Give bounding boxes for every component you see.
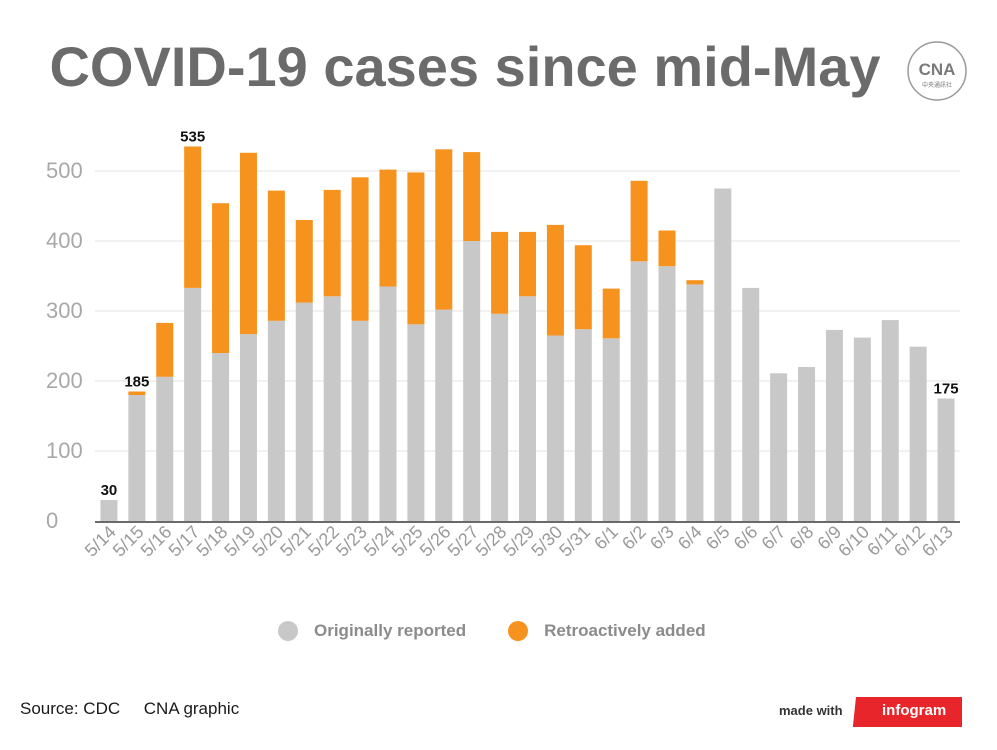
source-text: Source: CDC xyxy=(20,699,121,718)
bar-originally xyxy=(295,302,313,521)
bar-originally xyxy=(546,335,564,521)
bar-originally xyxy=(379,286,397,521)
bar-originally xyxy=(909,346,927,521)
y-tick-label: 300 xyxy=(46,298,83,323)
y-tick-label: 0 xyxy=(46,508,58,533)
bar-originally xyxy=(686,284,704,521)
legend-item-originally[interactable]: Originally reported xyxy=(278,621,466,641)
source-note: Source: CDC CNA graphic xyxy=(20,699,239,719)
graphic-credit: CNA graphic xyxy=(143,699,240,718)
bar-originally xyxy=(351,320,369,521)
logo-subtext: 中央通訊社 xyxy=(922,81,952,89)
x-tick-label: 6/7 xyxy=(758,522,790,554)
bar-originally xyxy=(519,296,536,521)
bar-retro xyxy=(379,169,397,287)
legend: Originally reported Retroactively added xyxy=(278,618,748,644)
bar-originally xyxy=(128,395,146,521)
bar-originally xyxy=(714,188,732,521)
bar-retro xyxy=(546,224,564,336)
bar-retro xyxy=(267,190,285,321)
legend-item-retro[interactable]: Retroactively added xyxy=(508,621,706,641)
logo-text: CNA xyxy=(919,60,956,79)
legend-dot-retro xyxy=(508,621,529,641)
x-tick-label: 6/3 xyxy=(646,522,678,554)
x-tick-label: 5/31 xyxy=(555,522,594,561)
x-tick-label: 6/4 xyxy=(674,522,706,554)
bar-originally xyxy=(770,373,788,521)
bar-originally xyxy=(630,261,648,521)
legend-label-retro: Retroactively added xyxy=(544,621,706,640)
made-with-label: made with xyxy=(779,703,843,718)
bar-originally xyxy=(323,296,341,521)
bar-retro xyxy=(212,203,230,353)
data-label: 175 xyxy=(934,381,959,398)
bar-retro xyxy=(602,288,620,339)
bar-originally xyxy=(100,500,118,521)
bar-originally xyxy=(239,334,257,521)
bar-retro xyxy=(686,280,704,285)
bar-retro xyxy=(574,245,592,330)
bar-originally xyxy=(184,287,202,521)
bar-retro xyxy=(239,152,257,335)
bar-retro xyxy=(519,231,536,297)
bar-originally xyxy=(742,287,760,521)
bar-originally xyxy=(798,367,816,521)
bar-originally xyxy=(602,338,620,521)
bar-retro xyxy=(295,220,313,303)
bar-retro xyxy=(630,180,648,262)
x-tick-label: 6/2 xyxy=(618,522,650,554)
bar-retro xyxy=(407,172,425,325)
chart-title: COVID-19 cases since mid-May xyxy=(49,35,881,98)
bar-originally xyxy=(574,329,592,521)
bar-chart: 01002003004005005/145/155/165/175/185/19… xyxy=(46,129,960,561)
bar-retro xyxy=(323,189,341,297)
bar-originally xyxy=(853,337,871,521)
x-tick-label: 6/6 xyxy=(730,522,762,554)
legend-label-originally: Originally reported xyxy=(314,621,467,640)
bar-originally xyxy=(156,376,174,521)
x-tick-label: 6/1 xyxy=(590,522,622,554)
bar-retro xyxy=(351,177,369,321)
bar-retro xyxy=(184,146,202,288)
bar-originally xyxy=(435,309,453,521)
infogram-brand[interactable]: infogram xyxy=(882,702,947,719)
infogram-badge[interactable] xyxy=(852,697,962,727)
bar-originally xyxy=(881,320,899,521)
data-label: 185 xyxy=(124,374,149,391)
bar-retro xyxy=(463,152,481,241)
bar-originally xyxy=(407,324,425,521)
bar-retro xyxy=(491,231,509,314)
legend-dot-originally xyxy=(278,621,298,641)
bar-originally xyxy=(463,241,481,521)
y-tick-label: 500 xyxy=(46,158,83,183)
data-label: 30 xyxy=(101,482,118,499)
bar-retro xyxy=(658,230,676,267)
bar-originally xyxy=(937,398,955,521)
cna-logo-icon: CNA 中央通訊社 xyxy=(907,41,967,101)
data-label: 535 xyxy=(180,129,205,146)
x-tick-label: 6/13 xyxy=(918,522,957,561)
bar-originally xyxy=(825,329,843,521)
y-tick-label: 100 xyxy=(46,438,83,463)
bar-originally xyxy=(267,320,285,521)
bar-originally xyxy=(658,266,676,521)
x-tick-label: 6/8 xyxy=(786,522,818,554)
y-tick-label: 400 xyxy=(46,228,83,253)
bar-retro xyxy=(435,149,453,310)
bar-originally xyxy=(212,353,230,521)
bar-originally xyxy=(491,313,509,521)
y-tick-label: 200 xyxy=(46,368,83,393)
x-tick-label: 6/5 xyxy=(702,522,734,554)
bar-retro xyxy=(156,322,174,377)
bar-retro xyxy=(128,391,146,395)
